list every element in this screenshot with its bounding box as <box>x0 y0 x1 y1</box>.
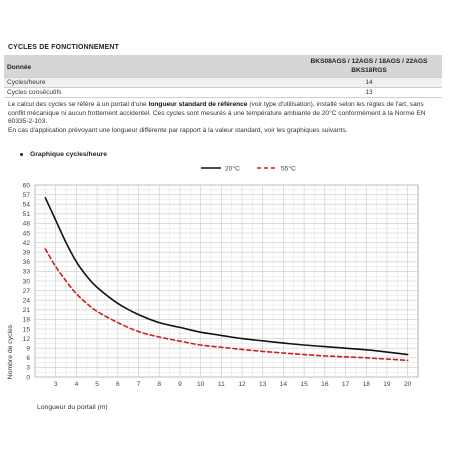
note-bold-text: longueur standard de référence <box>148 101 248 108</box>
x-tick-label: 14 <box>280 381 288 388</box>
series-line-20c <box>44 197 409 356</box>
table-header-value: BKS08AGS / 12AGS / 18AGS / 22AGS BKS18RG… <box>296 55 442 77</box>
y-tick-label: 42 <box>23 240 31 247</box>
x-tick-label: 16 <box>321 381 329 388</box>
x-tick-label: 20 <box>404 381 412 388</box>
y-tick-label: 15 <box>23 326 31 333</box>
x-tick-label: 19 <box>383 381 391 388</box>
graph-label: Graphique cycles/heure <box>20 151 107 158</box>
table-cell-label: Cycles consécutifs <box>7 89 62 96</box>
x-tick-label: 18 <box>363 381 371 388</box>
x-tick-label: 15 <box>300 381 308 388</box>
y-tick-label: 33 <box>23 269 31 276</box>
chart-legend: 20°C 55°C <box>201 164 296 172</box>
x-tick-label: 10 <box>197 381 205 388</box>
y-tick-label: 48 <box>23 221 31 228</box>
table-header-row: Donnée BKS08AGS / 12AGS / 18AGS / 22AGS … <box>4 55 442 78</box>
y-tick-label: 54 <box>23 202 31 209</box>
table-header-model-alt: BKS18RGS <box>351 67 387 74</box>
x-tick-label: 7 <box>137 381 141 388</box>
y-tick-label: 36 <box>23 259 31 266</box>
table-cell-value: 13 <box>365 89 373 96</box>
x-tick-label: 11 <box>218 381 225 388</box>
y-tick-label: 18 <box>23 317 31 324</box>
y-tick-label: 3 <box>26 365 30 372</box>
y-tick-label: 60 <box>23 182 31 189</box>
graph-label-text: Graphique cycles/heure <box>30 151 108 158</box>
legend-label: 55°C <box>281 164 296 172</box>
note-line-3: En cas d'application prévoyant une longu… <box>8 126 348 134</box>
y-tick-label: 24 <box>23 298 31 305</box>
y-axis-title: Nombre de cycles <box>7 324 14 379</box>
y-tick-label: 9 <box>26 346 30 353</box>
chart-grid <box>34 184 419 378</box>
table-cell-label: Cycles/heure <box>7 79 46 86</box>
x-tick-label: 5 <box>95 381 99 388</box>
operating-cycles-table: Donnée BKS08AGS / 12AGS / 18AGS / 22AGS … <box>4 55 442 98</box>
chart-series <box>44 197 409 362</box>
y-tick-label: 12 <box>23 336 31 343</box>
y-tick-label: 39 <box>23 250 31 257</box>
bullet-icon <box>20 152 23 156</box>
table-row: Cycles/heure 14 <box>4 78 442 88</box>
x-tick-label: 3 <box>54 381 58 388</box>
note-text-end: (voir type d'utilisation), installé selo… <box>8 101 426 126</box>
x-tick-label: 17 <box>342 381 350 388</box>
y-tick-label: 57 <box>23 192 31 199</box>
y-tick-label: 0 <box>26 374 30 381</box>
y-tick-label: 6 <box>26 355 30 362</box>
table-cell-value: 14 <box>365 79 373 86</box>
x-axis-title: Longueur du portail (m) <box>37 404 108 411</box>
x-tick-label: 8 <box>157 381 161 388</box>
chart-axes: 3 4 5 6 7 8 9 10 11 12 13 14 15 16 17 18 19 2003691215182… <box>23 182 412 388</box>
y-tick-label: 27 <box>23 288 31 295</box>
y-tick-label: 21 <box>23 307 31 314</box>
section-title: CYCLES DE FONCTIONNEMENT <box>8 42 119 51</box>
legend-label: 20°C <box>225 164 240 172</box>
note-text-start: Le calcul des cycles se réfère à un port… <box>8 101 149 108</box>
y-tick-label: 45 <box>23 230 31 237</box>
y-tick-label: 51 <box>23 211 31 218</box>
x-tick-label: 6 <box>116 381 120 388</box>
calculation-note: Le calcul des cycles se réfère à un port… <box>8 101 438 135</box>
table-header-label: Donnée <box>7 64 32 71</box>
table-row: Cycles consécutifs 13 <box>4 88 442 98</box>
x-tick-label: 12 <box>238 381 246 388</box>
x-tick-label: 13 <box>259 381 267 388</box>
x-tick-label: 4 <box>75 381 79 388</box>
y-tick-label: 30 <box>23 278 31 285</box>
x-tick-label: 9 <box>178 381 182 388</box>
table-header-models: BKS08AGS / 12AGS / 18AGS / 22AGS <box>310 58 428 65</box>
series-line-55c <box>44 248 409 362</box>
